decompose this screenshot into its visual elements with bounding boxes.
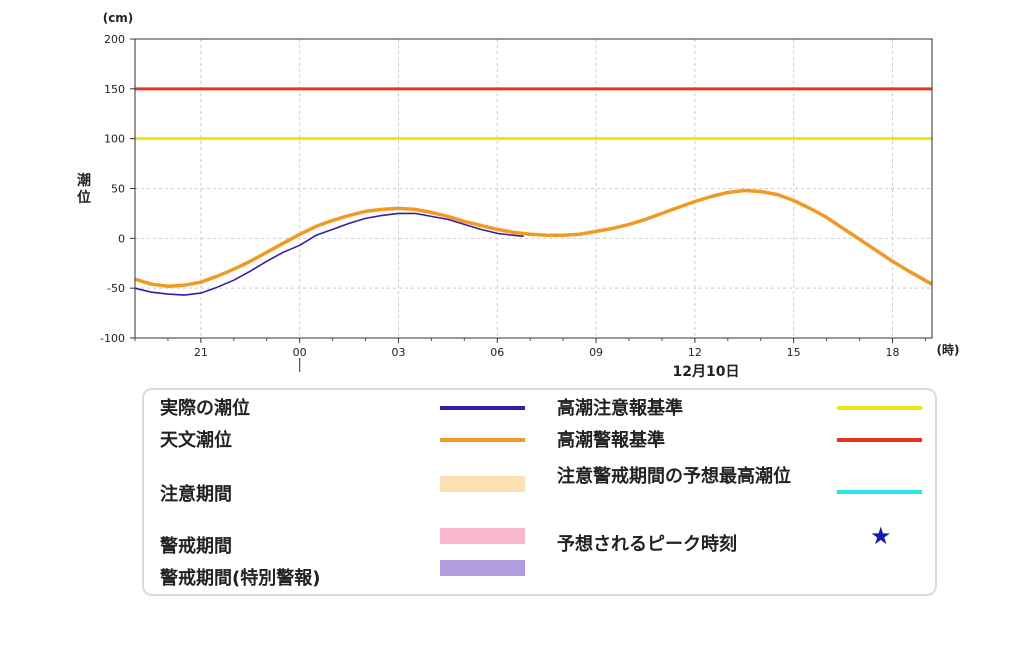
grid-layer — [135, 39, 932, 338]
legend-label: 警戒期間 — [160, 536, 232, 557]
x-tick-label: 03 — [391, 346, 405, 359]
legend-label: 注意期間 — [160, 484, 232, 505]
date-label: 12月10日 — [673, 364, 740, 380]
y-tick-label: -50 — [107, 282, 125, 295]
plot-frame — [134, 38, 933, 339]
legend-line-swatch — [440, 406, 525, 410]
series-line — [134, 212, 524, 296]
legend-line-swatch — [440, 438, 525, 442]
legend-block-swatch — [440, 476, 525, 492]
x-unit-label: (時) — [937, 342, 960, 357]
y-tick-label: 200 — [104, 33, 125, 46]
legend-line-swatch — [837, 438, 922, 442]
y-tick-label: 100 — [104, 133, 125, 146]
legend-label: 高潮警報基準 — [557, 430, 665, 451]
legend-label: 天文潮位 — [160, 430, 232, 451]
legend-label: 注意警戒期間の予想最高潮位 — [557, 466, 791, 487]
y-tick-label: -100 — [100, 332, 125, 345]
legend: 実際の潮位天文潮位注意期間警戒期間警戒期間(特別警報) 高潮注意報基準 高潮警報基準… — [142, 388, 937, 596]
y-tick-label: 50 — [111, 183, 125, 196]
y-tick-label: 150 — [104, 83, 125, 96]
y-axis-title: 潮位 — [77, 172, 91, 206]
legend-label: 予想されるピーク時刻 — [557, 534, 737, 555]
series-line — [134, 188, 933, 288]
star-icon: ★ — [870, 522, 892, 550]
x-tick-label: 06 — [490, 346, 504, 359]
legend-label: 高潮注意報基準 — [557, 398, 683, 419]
y-unit-label: (cm) — [103, 11, 134, 25]
tide-chart: 200 150 100 50 0 -50 -100 21 00 03 06 09 12 15 18 (cm)… — [77, 11, 960, 380]
y-tick-label: 0 — [118, 232, 125, 245]
legend-line-swatch — [837, 490, 922, 494]
legend-label: 実際の潮位 — [160, 398, 250, 419]
legend-block-swatch — [440, 560, 525, 576]
y-axis-title-char: 位 — [77, 189, 91, 206]
legend-label: 警戒期間(特別警報) — [160, 568, 321, 589]
x-tick-label: 18 — [885, 346, 899, 359]
legend-line-swatch — [837, 406, 922, 410]
x-tick-label: 15 — [787, 346, 801, 359]
legend-block-swatch — [440, 528, 525, 544]
series-layer — [134, 188, 933, 296]
x-tick-label: 09 — [589, 346, 603, 359]
x-tick-label: 12 — [688, 346, 702, 359]
axis-layer: 200 150 100 50 0 -50 -100 21 00 03 06 09 12 15 18 — [100, 33, 933, 372]
x-tick-label: 21 — [194, 346, 208, 359]
threshold-layer — [135, 87, 932, 141]
y-axis-title-char: 潮 — [77, 172, 91, 189]
x-tick-label: 00 — [293, 346, 307, 359]
